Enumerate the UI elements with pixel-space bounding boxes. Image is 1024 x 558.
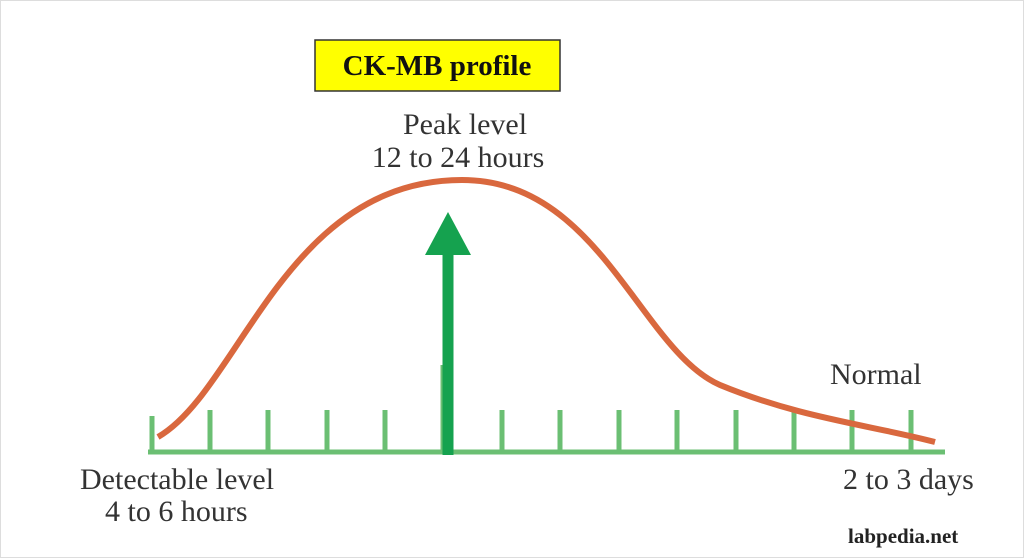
arrow-head [425,212,471,255]
axis [148,365,945,455]
title: CK-MB profile [343,50,532,82]
peak-time: 12 to 24 hours [372,141,545,174]
watermark: labpedia.net [848,524,958,548]
title-box [314,39,561,92]
end-label: Normal [830,358,922,391]
start-time: 4 to 6 hours [105,495,248,528]
curve [156,176,936,445]
start-label: Detectable level [80,463,274,496]
end-time: 2 to 3 days [843,463,974,496]
peak-label: Peak level [403,108,527,141]
